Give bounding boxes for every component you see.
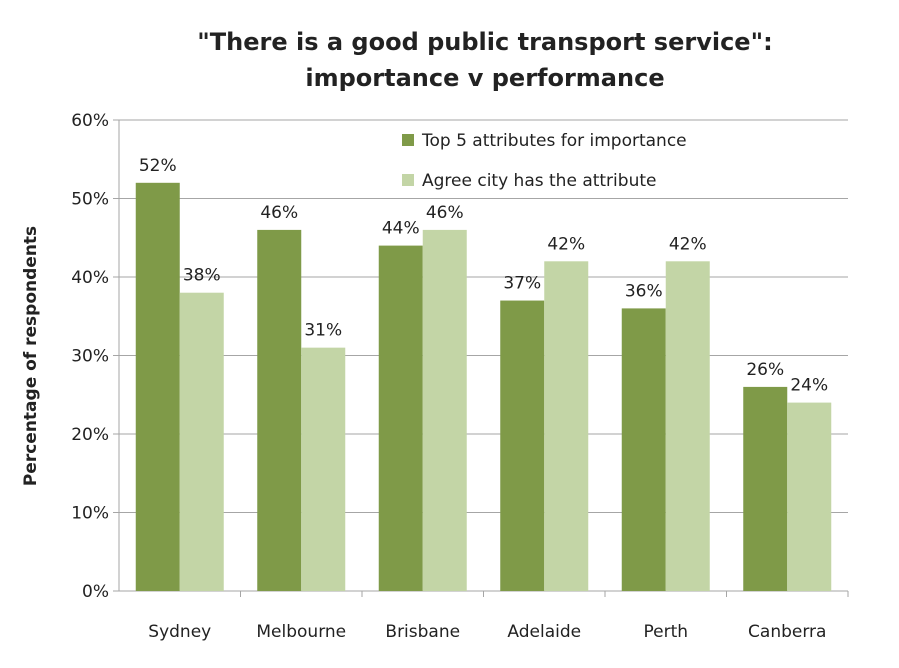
- y-axis-label: Percentage of respondents: [21, 226, 41, 486]
- data-label: 46%: [260, 203, 298, 223]
- legend-label: Top 5 attributes for importance: [421, 131, 687, 151]
- y-tick-label: 30%: [71, 347, 109, 367]
- y-tick-label: 50%: [71, 190, 109, 210]
- bar-agree-adelaide: [544, 261, 589, 591]
- legend-swatch: [402, 174, 414, 186]
- x-tick-label: Sydney: [148, 622, 211, 642]
- x-tick-label: Brisbane: [385, 622, 460, 642]
- data-label: 42%: [547, 234, 585, 254]
- chart-title-line-1: "There is a good public transport servic…: [197, 28, 772, 56]
- bar-importance-sydney: [135, 182, 180, 592]
- legend-swatch: [402, 134, 414, 146]
- data-label: 38%: [183, 266, 221, 286]
- data-label: 44%: [382, 219, 420, 239]
- y-tick-label: 0%: [82, 582, 109, 602]
- data-label: 42%: [669, 234, 707, 254]
- y-tick-label: 10%: [71, 504, 109, 524]
- chart-title-line-2: importance v performance: [305, 64, 664, 92]
- data-label: 31%: [304, 321, 342, 341]
- x-tick-label: Perth: [643, 622, 688, 642]
- y-tick-label: 40%: [71, 268, 109, 288]
- data-label: 46%: [426, 203, 464, 223]
- data-label: 52%: [139, 156, 177, 176]
- legend-label: Agree city has the attribute: [422, 171, 656, 191]
- y-tick-label: 20%: [71, 425, 109, 445]
- bar-importance-perth: [621, 308, 666, 591]
- bar-agree-perth: [665, 261, 710, 591]
- bar-importance-canberra: [743, 386, 788, 591]
- bar-agree-sydney: [179, 292, 224, 591]
- bar-agree-melbourne: [301, 347, 346, 591]
- y-tick-label: 60%: [71, 111, 109, 131]
- data-label: 37%: [503, 274, 541, 294]
- bar-agree-brisbane: [422, 229, 467, 591]
- data-label: 36%: [625, 281, 663, 301]
- data-label: 24%: [790, 376, 828, 396]
- bar-agree-canberra: [787, 402, 832, 591]
- bar-importance-adelaide: [500, 300, 545, 591]
- bar-importance-melbourne: [257, 229, 302, 591]
- data-label: 26%: [746, 360, 784, 380]
- bar-importance-brisbane: [378, 245, 423, 591]
- legend: Top 5 attributes for importance Agree cit…: [402, 131, 687, 191]
- x-tick-label: Canberra: [748, 622, 826, 642]
- x-tick-label: Adelaide: [507, 622, 581, 642]
- x-tick-label: Melbourne: [256, 622, 346, 642]
